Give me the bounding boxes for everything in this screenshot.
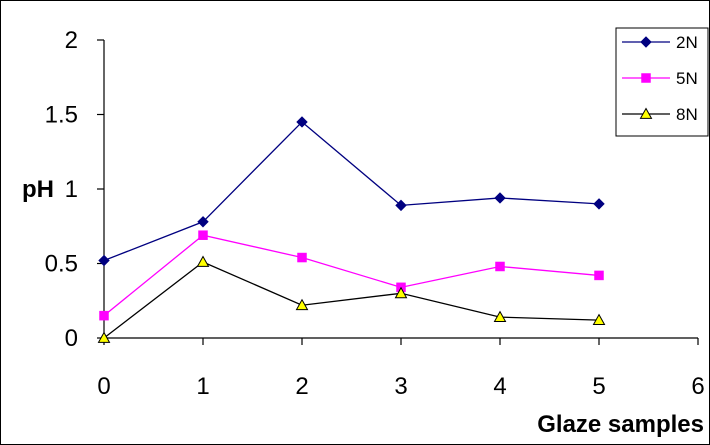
series-line-5N xyxy=(103,234,600,317)
x-tick-label: 3 xyxy=(394,373,407,400)
legend-box xyxy=(615,27,709,137)
y-tick-label: 1.5 xyxy=(45,102,78,129)
data-point-8N xyxy=(295,298,309,311)
data-point-5N xyxy=(594,270,604,281)
x-tick-label: 4 xyxy=(493,373,506,400)
series-line-8N xyxy=(103,261,600,339)
legend-marker-8N xyxy=(639,107,653,119)
data-point-8N xyxy=(394,286,408,299)
x-tick-label: 0 xyxy=(97,373,110,400)
data-point-8N xyxy=(97,331,111,343)
x-ticks: 0 1 2 3 4 5 6 xyxy=(97,338,705,400)
x-axis-title: Glaze samples xyxy=(537,411,704,438)
data-point-2N xyxy=(296,116,308,128)
data-point-8N xyxy=(592,313,606,326)
legend: 2N 5N 8N xyxy=(615,27,709,137)
x-tick-label: 6 xyxy=(691,373,704,400)
series-line-2N xyxy=(103,121,600,262)
y-tick-label: 0 xyxy=(65,325,78,352)
legend-label: 2N xyxy=(676,33,698,52)
legend-label: 5N xyxy=(676,69,698,88)
data-point-5N xyxy=(99,310,109,321)
data-point-2N xyxy=(395,199,407,212)
y-ticks: 0 0.5 1 1.5 2 xyxy=(45,27,104,352)
y-tick-label: 0.5 xyxy=(45,251,78,278)
data-point-2N xyxy=(593,198,605,210)
legend-marker-5N xyxy=(641,73,651,83)
data-point-8N xyxy=(196,255,210,267)
legend-marker-2N xyxy=(640,36,652,48)
series-lines xyxy=(103,121,600,339)
data-point-2N xyxy=(98,254,110,267)
y-tick-label: 2 xyxy=(65,27,78,54)
data-point-5N xyxy=(198,230,208,240)
data-point-8N xyxy=(493,310,507,323)
series-markers xyxy=(97,116,606,343)
data-point-5N xyxy=(495,261,505,272)
x-tick-label: 2 xyxy=(295,373,308,400)
legend-label: 8N xyxy=(676,105,698,124)
x-tick-label: 1 xyxy=(196,373,209,400)
data-point-2N xyxy=(197,216,209,228)
data-point-2N xyxy=(494,192,506,204)
y-axis-title: pH xyxy=(22,176,54,203)
data-point-5N xyxy=(297,252,307,263)
y-tick-label: 1 xyxy=(65,176,78,203)
x-tick-label: 5 xyxy=(592,373,605,400)
